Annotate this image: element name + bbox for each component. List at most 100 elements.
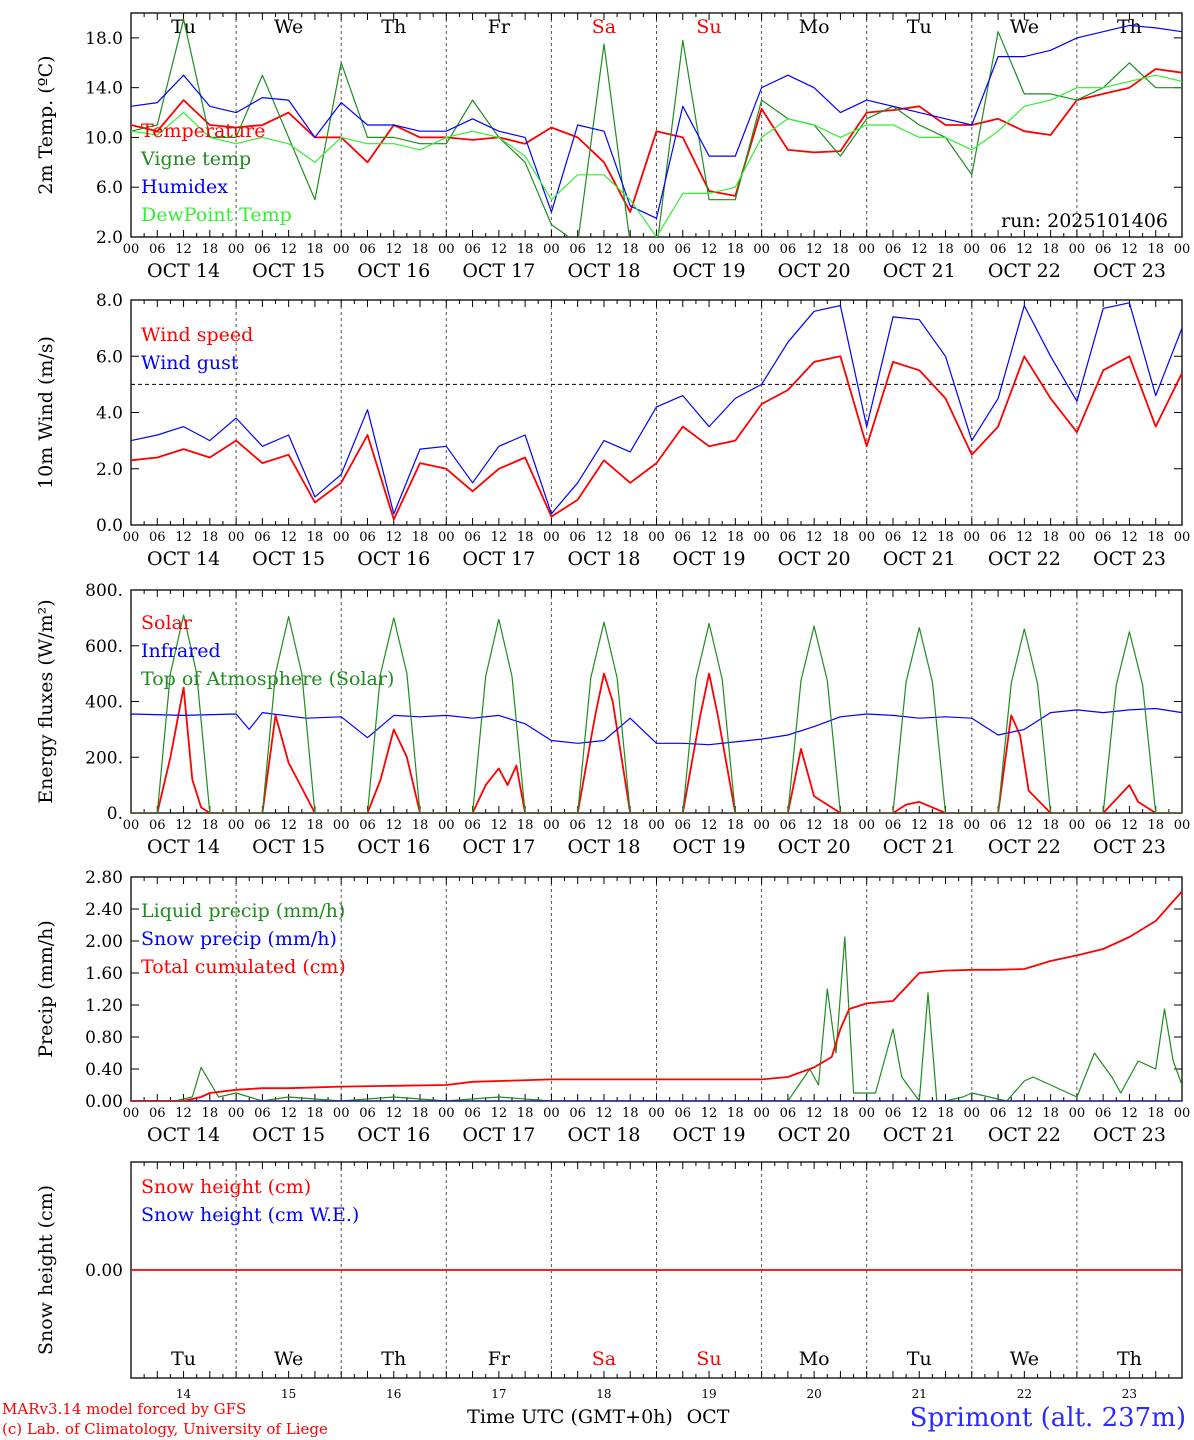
- series-line-humidex: [131, 24, 1182, 219]
- hour-tick-label: 06: [569, 1106, 586, 1121]
- hour-tick-label: 06: [359, 242, 376, 257]
- weekday-label: Mo: [799, 1348, 830, 1370]
- hour-tick-label: 00: [858, 818, 875, 833]
- hour-tick-label: 00: [1069, 530, 1086, 545]
- date-label: OCT 16: [357, 260, 430, 282]
- date-label: OCT 20: [778, 1124, 851, 1146]
- hour-tick-label: 06: [359, 1106, 376, 1121]
- hour-tick-label: 06: [675, 242, 692, 257]
- date-label: OCT 20: [778, 836, 851, 858]
- weekday-label: Fr: [488, 1348, 511, 1370]
- date-label: OCT 22: [988, 836, 1061, 858]
- hour-tick-label: 18: [517, 530, 534, 545]
- date-label: OCT 14: [147, 836, 220, 858]
- hour-tick-label: 12: [1016, 242, 1033, 257]
- hour-tick-label: 18: [1042, 242, 1059, 257]
- hour-tick-label: 00: [333, 530, 350, 545]
- date-label: OCT 18: [567, 548, 640, 570]
- hour-tick-label: 12: [1121, 1106, 1138, 1121]
- day-number-label: 23: [1122, 1387, 1137, 1401]
- hour-tick-label: 12: [596, 818, 613, 833]
- hour-tick-label: 12: [806, 1106, 823, 1121]
- hour-tick-label: 18: [307, 242, 324, 257]
- hour-tick-label: 18: [832, 242, 849, 257]
- hour-tick-label: 00: [964, 818, 981, 833]
- hour-tick-label: 06: [254, 242, 271, 257]
- hour-tick-label: 00: [543, 530, 560, 545]
- hour-tick-label: 18: [307, 1106, 324, 1121]
- hour-tick-label: 06: [885, 242, 902, 257]
- hour-tick-label: 06: [990, 818, 1007, 833]
- hour-tick-label: 06: [359, 818, 376, 833]
- hour-tick-label: 12: [175, 1106, 192, 1121]
- weekday-label: Th: [1117, 16, 1142, 38]
- series-line-solar: [131, 672, 1182, 813]
- weekday-label: Sa: [592, 16, 616, 38]
- hour-tick-label: 00: [1174, 530, 1191, 545]
- legend-entry: Humidex: [141, 176, 228, 198]
- hour-tick-label: 18: [622, 1106, 639, 1121]
- y-tick-label: 0.00: [85, 1261, 123, 1281]
- hour-tick-label: 12: [1121, 242, 1138, 257]
- hour-tick-label: 06: [780, 530, 797, 545]
- hour-tick-label: 12: [596, 530, 613, 545]
- hour-tick-label: 12: [701, 1106, 718, 1121]
- hour-tick-label: 06: [780, 818, 797, 833]
- day-number-label: 20: [807, 1387, 822, 1401]
- hour-tick-label: 18: [937, 818, 954, 833]
- hour-tick-label: 00: [648, 242, 665, 257]
- hour-tick-label: 18: [1147, 818, 1164, 833]
- date-label: OCT 22: [988, 548, 1061, 570]
- y-tick-label: 400.: [85, 693, 123, 713]
- hour-tick-label: 06: [990, 530, 1007, 545]
- panel-1: 2.0 6.0 10.0 14.0 18.0 2m Temp. (ºC) Tu We Th Fr S…: [35, 12, 1190, 282]
- hour-tick-label: 06: [464, 242, 481, 257]
- hour-tick-label: 18: [307, 818, 324, 833]
- hour-tick-label: 12: [175, 242, 192, 257]
- legend-entry: Snow height (cm): [141, 1176, 311, 1198]
- y-tick-label: 8.0: [96, 291, 123, 311]
- date-label: OCT 14: [147, 548, 220, 570]
- legend-entry: Total cumulated (cm): [141, 956, 346, 978]
- y-tick-label: 14.0: [85, 79, 123, 99]
- hour-tick-label: 00: [333, 242, 350, 257]
- date-label: OCT 16: [357, 1124, 430, 1146]
- hour-tick-label: 18: [202, 1106, 219, 1121]
- y-tick-label: 0.80: [85, 1028, 123, 1048]
- hour-tick-label: 06: [569, 530, 586, 545]
- hour-tick-label: 18: [412, 1106, 429, 1121]
- date-label: OCT 21: [883, 548, 956, 570]
- hour-tick-label: 06: [675, 530, 692, 545]
- day-number-label: 18: [596, 1387, 611, 1401]
- hour-tick-label: 06: [254, 530, 271, 545]
- date-label: OCT 22: [988, 1124, 1061, 1146]
- day-number-label: 19: [701, 1387, 716, 1401]
- hour-tick-label: 18: [412, 530, 429, 545]
- hour-tick-label: 12: [1016, 1106, 1033, 1121]
- weekday-label: We: [1010, 16, 1039, 38]
- date-label: OCT 18: [567, 260, 640, 282]
- date-label: OCT 15: [252, 260, 325, 282]
- y-axis-label: 10m Wind (m/s): [35, 336, 57, 489]
- hour-tick-label: 00: [543, 242, 560, 257]
- date-label: OCT 21: [883, 836, 956, 858]
- y-tick-label: 2.80: [85, 868, 123, 888]
- hour-tick-label: 00: [228, 1106, 245, 1121]
- hour-tick-label: 12: [385, 530, 402, 545]
- date-label: OCT 14: [147, 260, 220, 282]
- date-label: OCT 17: [462, 1124, 535, 1146]
- hour-tick-label: 18: [832, 818, 849, 833]
- panel-2: 0.0 2.0 4.0 6.0 8.0 10m Wind (m/s) 00 06 12 18 OCT…: [35, 291, 1190, 570]
- series-line-dewpoint-temp: [131, 74, 1182, 237]
- legend-entry: Wind speed: [141, 324, 253, 346]
- hour-tick-label: 00: [228, 530, 245, 545]
- y-tick-label: 0.40: [85, 1060, 123, 1080]
- hour-tick-label: 00: [964, 242, 981, 257]
- hour-tick-label: 12: [1121, 530, 1138, 545]
- hour-tick-label: 06: [780, 242, 797, 257]
- y-tick-label: 800.: [85, 581, 123, 601]
- series-line-liquid-precip-mm-h-: [131, 936, 1182, 1101]
- legend-entry: DewPoint Temp: [141, 204, 292, 226]
- hour-tick-label: 18: [1147, 530, 1164, 545]
- weekday-label: We: [274, 1348, 303, 1370]
